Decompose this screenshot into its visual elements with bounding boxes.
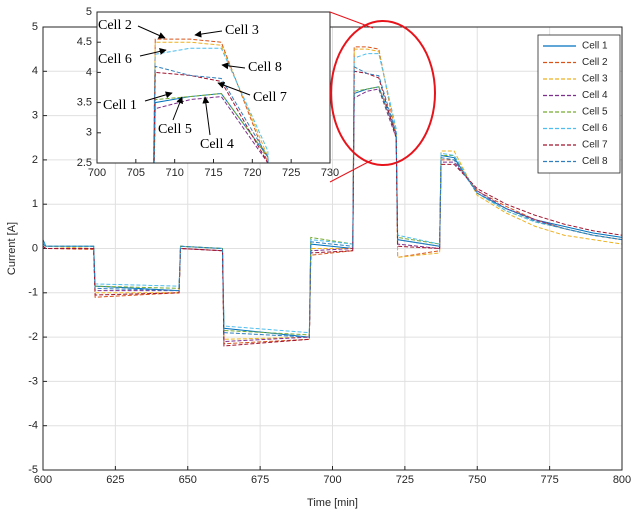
annotation: Cell 6 — [98, 52, 132, 67]
plot-area — [97, 12, 330, 163]
legend-label: Cell 1 — [582, 41, 608, 52]
x-tick-label: 715 — [204, 167, 222, 179]
y-tick-label: 3.5 — [77, 97, 92, 109]
annotation: Cell 8 — [248, 60, 282, 75]
zoom-ellipse — [330, 20, 436, 166]
x-tick-label: 720 — [243, 167, 261, 179]
y-tick-label: 0 — [32, 242, 38, 254]
y-tick-label: 5 — [86, 6, 92, 18]
y-tick-label: 3 — [86, 127, 92, 139]
annotation: Cell 3 — [225, 23, 259, 38]
y-axis-label: Current [A] — [6, 222, 18, 275]
annotation-arrow — [137, 25, 166, 39]
annotation-arrow — [221, 62, 246, 70]
series-group — [43, 46, 622, 347]
y-tick-label: 1 — [32, 198, 38, 210]
annotation: Cell 2 — [98, 18, 132, 33]
y-tick-label: 4.5 — [77, 36, 92, 48]
y-tick-label: -5 — [28, 464, 38, 476]
legend-label: Cell 3 — [582, 74, 608, 85]
annotation: Cell 5 — [158, 122, 192, 137]
legend-label: Cell 8 — [582, 156, 608, 167]
series-line — [153, 93, 269, 163]
series-line — [43, 66, 622, 338]
y-tick-label: 4 — [86, 66, 92, 78]
zoom-connector — [329, 11, 374, 29]
annotation-arrow — [144, 91, 173, 102]
series-group — [153, 38, 269, 163]
y-tick-label: 2.5 — [77, 157, 92, 169]
y-tick-label: -2 — [28, 331, 38, 343]
series-line — [153, 65, 269, 163]
legend-label: Cell 2 — [582, 57, 608, 68]
annotation: Cell 1 — [103, 98, 137, 113]
x-tick-label: 700 — [88, 167, 106, 179]
annotation-arrow — [202, 96, 211, 136]
y-tick-label: 5 — [32, 21, 38, 33]
x-tick-label: 725 — [396, 474, 414, 486]
x-tick-label: 775 — [540, 474, 558, 486]
inset-plot: 700 705 710 715 720 725 730 2.5 3 3.5 4 4.5 5 Cell 2 C… — [77, 6, 339, 179]
y-tick-label: 3 — [32, 110, 38, 122]
x-tick-label: 650 — [179, 474, 197, 486]
x-tick-label: 725 — [282, 167, 300, 179]
y-tick-label: -3 — [28, 375, 38, 387]
y-tick-label: -1 — [28, 287, 38, 299]
plot-frame — [42, 26, 623, 471]
x-tick-label: 800 — [613, 474, 631, 486]
legend-label: Cell 5 — [582, 107, 608, 118]
y-tick-label: -4 — [28, 420, 38, 432]
x-tick-label: 675 — [251, 474, 269, 486]
legend-label: Cell 6 — [582, 123, 608, 134]
annotation: Cell 7 — [253, 90, 287, 105]
series-line — [43, 48, 622, 340]
x-tick-label: 710 — [165, 167, 183, 179]
series-line — [153, 38, 269, 163]
x-tick-label: 600 — [34, 474, 52, 486]
legend: Cell 1 Cell 2 Cell 3 Cell 4 Cell 5 Cell 6 Cell… — [537, 34, 621, 174]
zoom-connector — [329, 159, 373, 183]
legend-label: Cell 4 — [582, 90, 608, 101]
x-tick-label: 700 — [323, 474, 341, 486]
y-tick-label: 2 — [32, 154, 38, 166]
annotation-arrow — [172, 96, 183, 121]
y-tick-label: 4 — [32, 65, 38, 77]
legend-label: Cell 7 — [582, 140, 608, 151]
inset-frame — [96, 11, 331, 164]
annotation-arrow — [217, 81, 251, 96]
x-tick-label: 750 — [468, 474, 486, 486]
x-tick-label: 625 — [106, 474, 124, 486]
series-line — [153, 41, 269, 163]
x-tick-label: 705 — [127, 167, 145, 179]
legend-box — [537, 34, 621, 174]
annotation: Cell 4 — [200, 137, 234, 152]
x-axis-label: Time [min] — [307, 497, 358, 509]
annotation-arrow — [194, 30, 223, 38]
x-tick-label: 730 — [321, 167, 339, 179]
annotation-arrow — [139, 48, 167, 57]
